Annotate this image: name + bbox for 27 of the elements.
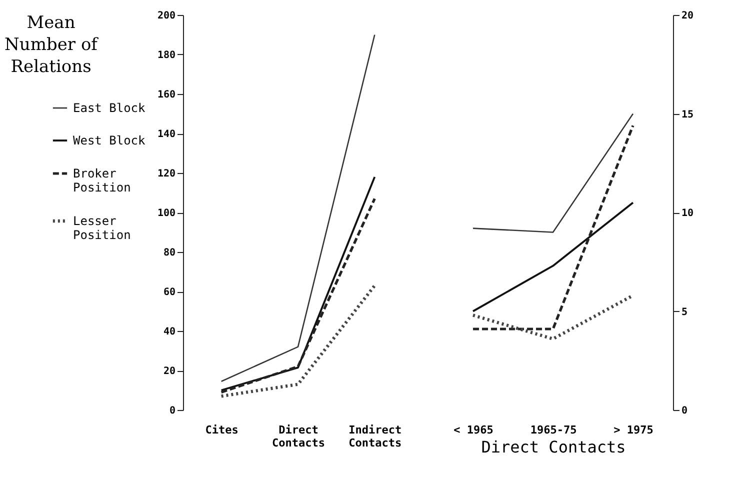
x-tick-label: Direct Contacts <box>272 424 325 450</box>
y-tick-label: 20 <box>163 366 176 377</box>
legend-title: Mean Number of Relations <box>4 13 100 77</box>
x-tick-label: > 1975 <box>614 424 654 436</box>
legend-label: West Block <box>73 134 146 148</box>
x-tick-label: Indirect Contacts <box>348 424 402 450</box>
legend-label: Broker Position <box>73 166 131 194</box>
legend-label: Lesser Position <box>73 214 131 242</box>
y-tick-label: 200 <box>157 10 176 22</box>
y-tick-label: 5 <box>682 306 688 318</box>
y-tick-label: 0 <box>682 406 688 416</box>
y-tick-label: 80 <box>163 248 176 258</box>
y-tick-label: 40 <box>163 326 176 338</box>
legend-label: East Block <box>73 101 146 115</box>
y-tick-label: 20 <box>682 10 694 22</box>
y-tick-label: 0 <box>169 406 176 416</box>
y-tick-label: 15 <box>682 109 694 120</box>
x-tick-label: 1965-75 <box>530 424 577 436</box>
y-tick-label: 140 <box>157 129 176 140</box>
y-tick-label: 120 <box>157 168 176 180</box>
x-tick-label: Cites <box>205 424 238 436</box>
x-tick-label: < 1965 <box>454 424 494 436</box>
y-tick-label: 60 <box>163 287 176 298</box>
y-tick-label: 10 <box>682 208 694 219</box>
y-tick-label: 100 <box>157 208 176 219</box>
y-tick-label: 180 <box>157 50 176 61</box>
y-tick-label: 160 <box>157 90 176 100</box>
